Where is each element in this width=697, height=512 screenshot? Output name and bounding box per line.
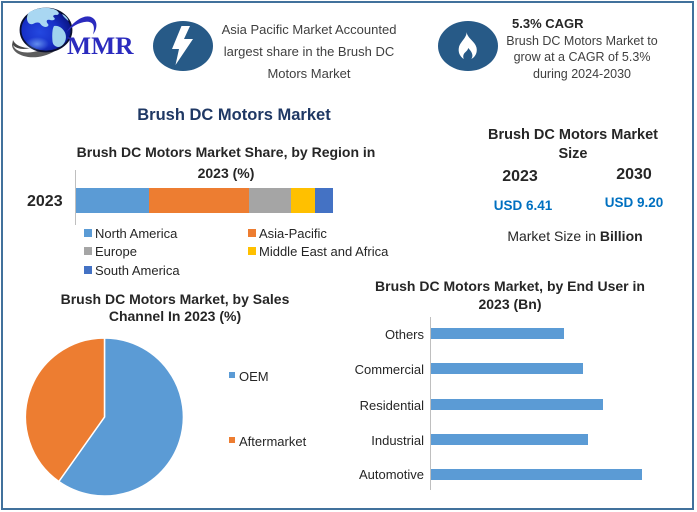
svg-text:MMR: MMR	[67, 31, 134, 60]
